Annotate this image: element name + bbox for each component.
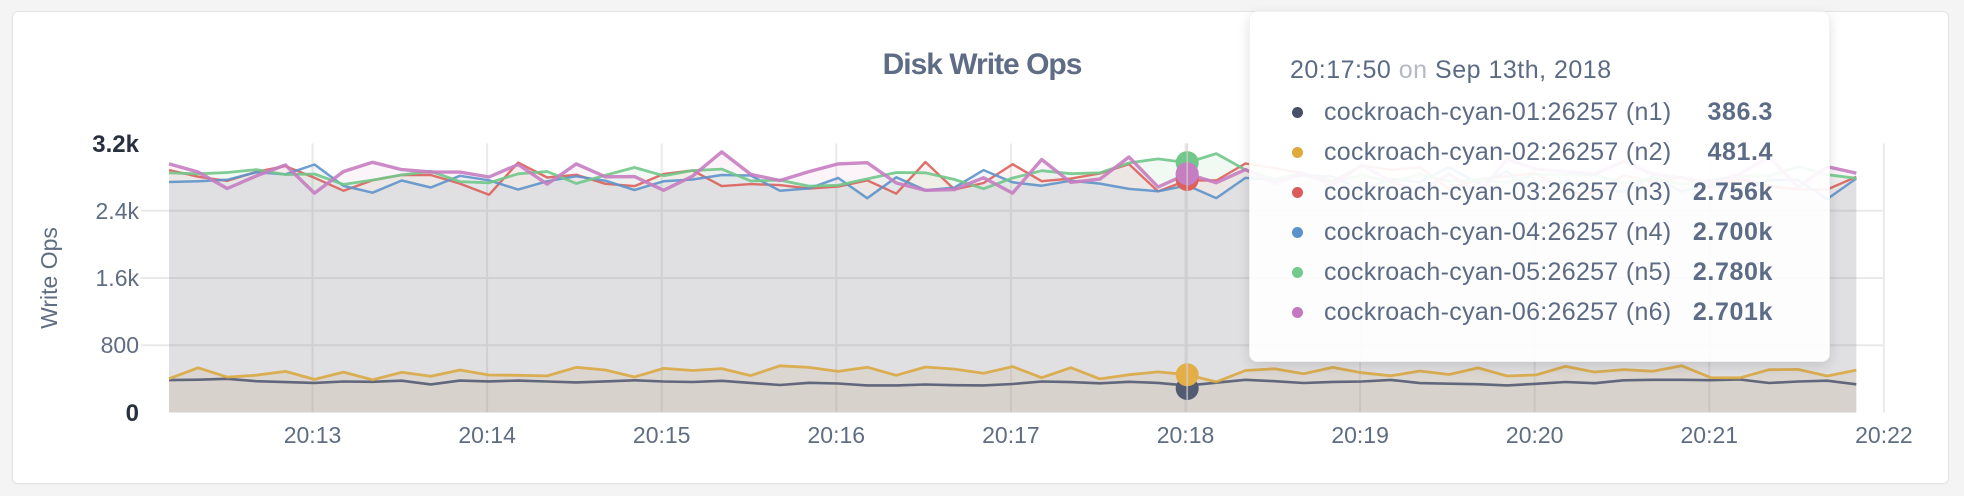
svg-text:20:18: 20:18 <box>1157 422 1215 448</box>
svg-text:20:14: 20:14 <box>458 422 516 448</box>
svg-text:800: 800 <box>101 332 139 358</box>
svg-text:Write Ops: Write Ops <box>36 227 62 329</box>
svg-text:20:15: 20:15 <box>633 422 691 448</box>
svg-text:0: 0 <box>126 400 139 427</box>
svg-text:20:22: 20:22 <box>1855 422 1913 448</box>
svg-text:1.6k: 1.6k <box>96 265 140 291</box>
svg-text:2.4k: 2.4k <box>96 198 140 224</box>
svg-text:20:21: 20:21 <box>1681 422 1739 448</box>
svg-text:20:17: 20:17 <box>982 422 1040 448</box>
svg-text:20:16: 20:16 <box>808 422 866 448</box>
svg-text:20:19: 20:19 <box>1331 422 1389 448</box>
svg-text:20:20: 20:20 <box>1506 422 1564 448</box>
svg-text:Disk Write Ops: Disk Write Ops <box>883 48 1082 81</box>
svg-text:20:13: 20:13 <box>284 422 342 448</box>
svg-text:3.2k: 3.2k <box>92 131 139 158</box>
